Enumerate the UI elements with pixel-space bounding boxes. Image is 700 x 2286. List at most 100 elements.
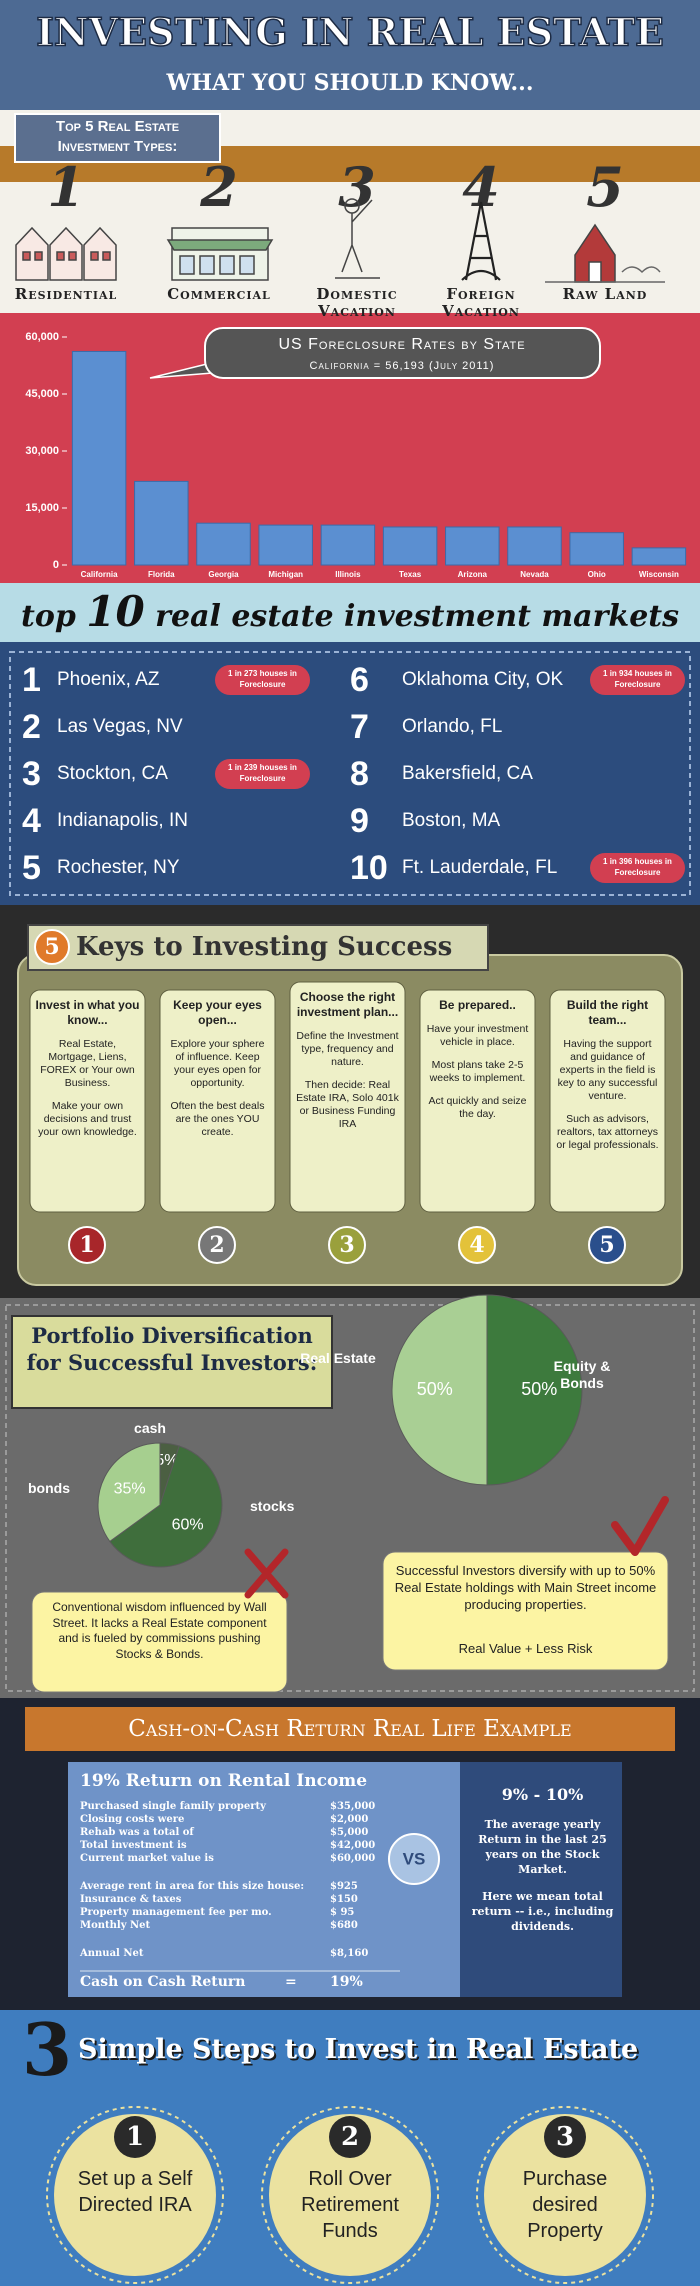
right-note-box xyxy=(382,1551,669,1671)
portfolio-title: Portfolio Diversification for Successful… xyxy=(26,1323,318,1375)
market-city: Bakersfield, CA xyxy=(402,763,533,784)
market-number: 10 xyxy=(350,849,388,887)
key-number: 3 xyxy=(339,1232,354,1258)
key-paragraph: Define the Investment type, frequency an… xyxy=(296,1030,399,1068)
table-row-label: Property management fee per mo. xyxy=(80,1907,272,1918)
step-number: 2 xyxy=(341,2122,359,2152)
market-city: Orlando, FL xyxy=(402,716,503,737)
market-number: 1 xyxy=(22,661,41,699)
chart-subtitle: California = 56,193 (July 2011) xyxy=(310,360,495,372)
type-icon xyxy=(574,223,616,283)
bar xyxy=(382,526,438,566)
table-row-value: $35,000 xyxy=(330,1801,376,1812)
table-row-value: $5,000 xyxy=(330,1827,369,1838)
step-number-circle xyxy=(329,2116,371,2158)
market-city: Rochester, NY xyxy=(57,857,180,878)
steps-title: Simple Steps to Invest in Real Estate xyxy=(78,2034,639,2065)
key-paragraph: Such as advisors, realtors, tax attorney… xyxy=(556,1113,659,1151)
table-row-label: Monthly Net xyxy=(80,1920,151,1931)
y-tick-label: 15,000 xyxy=(25,502,59,514)
key-heading: Invest in what you know... xyxy=(35,998,140,1027)
step-text: Purchase desired Property xyxy=(522,2168,608,2242)
type-label: Commercial xyxy=(167,285,271,303)
type-number: 5 xyxy=(586,155,624,219)
bar xyxy=(196,522,251,566)
key-card-text: Be prepared.. Have your investment vehicl… xyxy=(425,998,530,1131)
type-number: 2 xyxy=(199,155,238,219)
table-result-equals: = xyxy=(285,1974,297,1990)
bar xyxy=(320,524,376,566)
comparison-title: 9% - 10% xyxy=(501,1785,584,1804)
key-number: 2 xyxy=(209,1232,224,1258)
steps-number: 3 xyxy=(22,2007,73,2092)
pie-category-label: Equity & Bonds xyxy=(553,1358,611,1391)
header-title: INVESTING IN REAL ESTATE xyxy=(36,10,664,55)
foreclosure-badge xyxy=(590,853,685,883)
type-number: 4 xyxy=(462,155,500,219)
step-circle xyxy=(269,2114,431,2276)
cash-title-bar xyxy=(25,1707,675,1751)
type-icon xyxy=(461,201,501,281)
pie-slice xyxy=(486,1294,583,1486)
red-x xyxy=(244,1548,289,1599)
table-result-value: 19% xyxy=(330,1974,363,1990)
market-city: Boston, MA xyxy=(402,810,501,831)
markets-background xyxy=(0,642,700,905)
keys-number: 5 xyxy=(44,934,59,960)
market-number: 9 xyxy=(350,802,369,840)
key-heading: Build the right team... xyxy=(566,998,649,1027)
key-number-circle xyxy=(68,1226,106,1264)
step-text: Roll Over Retirement Funds xyxy=(301,2168,399,2242)
key-card xyxy=(549,989,666,1213)
table-row-label: Insurance & taxes xyxy=(80,1894,182,1905)
step-text: Set up a Self Directed IRA xyxy=(77,2168,193,2216)
table-result-label: Cash on Cash Return xyxy=(80,1974,246,1990)
y-tick-label: 30,000 xyxy=(25,445,59,457)
pie-category-label: bonds xyxy=(28,1480,70,1496)
key-card xyxy=(419,989,536,1213)
comparison-text: 9% - 10% The average yearly Return in the… xyxy=(470,1785,615,1946)
table-row-label: Current market value is xyxy=(80,1853,214,1864)
foreclosure-note: 1 in 273 houses in Foreclosure xyxy=(228,669,297,689)
type-icon xyxy=(335,199,380,279)
market-city: Indianapolis, IN xyxy=(57,810,188,831)
type-icon xyxy=(68,251,77,261)
foreclosure-note: 1 in 396 houses in Foreclosure xyxy=(603,857,672,877)
key-paragraph: Real Estate, Mortgage, Liens, FOREX or Y… xyxy=(40,1038,135,1089)
markets-frame xyxy=(9,651,691,896)
chart-title: US Foreclosure Rates by State xyxy=(278,336,525,353)
key-paragraph: Act quickly and seize the day. xyxy=(428,1095,527,1120)
y-tick-label: 60,000 xyxy=(25,331,59,343)
pie-value-label: 60% xyxy=(172,1516,204,1533)
x-tick-label: California xyxy=(81,570,118,579)
left-note: Conventional wisdom influenced by Wall S… xyxy=(52,1600,267,1661)
type-label: Residential xyxy=(14,285,118,303)
keys-title: Keys to Investing Success xyxy=(76,932,453,962)
x-tick-label: Nevada xyxy=(520,570,549,579)
pie-value-label: 50% xyxy=(521,1379,557,1399)
comparison-paragraph: Here we mean total return -- i.e., inclu… xyxy=(471,1890,614,1933)
type-icon xyxy=(56,251,65,261)
pie-value-label: 35% xyxy=(114,1481,146,1498)
type-icon xyxy=(90,251,99,261)
key-card xyxy=(159,989,276,1213)
market-number: 2 xyxy=(22,708,41,746)
pie-slice xyxy=(391,1294,488,1486)
right-note-emphasis: Real Value + Less Risk xyxy=(458,1641,593,1656)
keys-number-circle xyxy=(34,929,70,965)
type-number: 3 xyxy=(338,155,376,219)
pie-value-label: 50% xyxy=(417,1379,453,1399)
portfolio-frame xyxy=(5,1304,695,1692)
markets-title-number: 10 xyxy=(86,587,145,636)
table-row-label: Total investment is xyxy=(80,1840,187,1851)
market-number: 4 xyxy=(22,802,41,840)
x-tick-label: Michigan xyxy=(268,570,303,579)
vs-circle xyxy=(388,1833,440,1885)
types-label-box xyxy=(14,113,221,163)
portfolio-title-box xyxy=(11,1315,333,1409)
pie-category-label: cash xyxy=(134,1420,166,1436)
step-ring xyxy=(476,2106,654,2284)
markets-title-band xyxy=(0,583,700,642)
